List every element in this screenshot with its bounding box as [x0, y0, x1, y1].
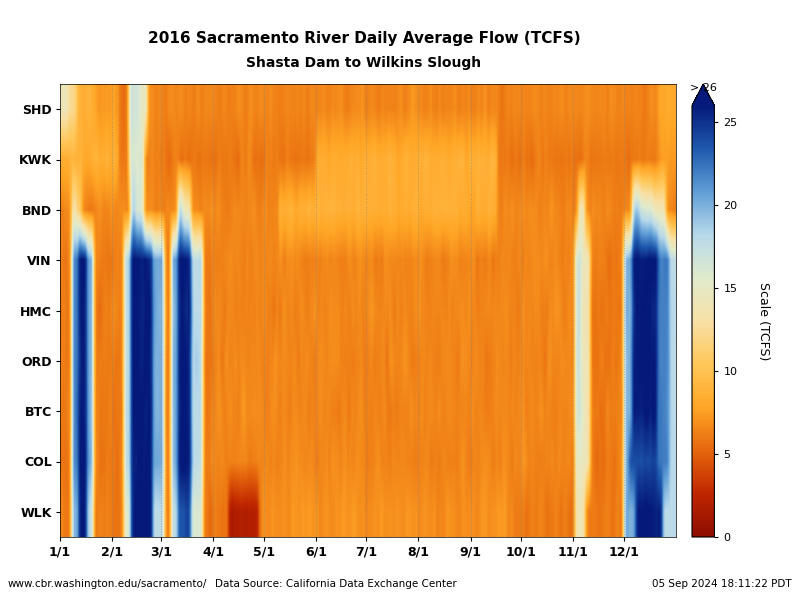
Text: > 26: > 26 — [690, 83, 717, 92]
Text: Data Source: California Data Exchange Center: Data Source: California Data Exchange Ce… — [215, 579, 457, 589]
Y-axis label: Scale (TCFS): Scale (TCFS) — [757, 282, 770, 361]
Text: 2016 Sacramento River Daily Average Flow (TCFS): 2016 Sacramento River Daily Average Flow… — [148, 31, 580, 46]
Text: Shasta Dam to Wilkins Slough: Shasta Dam to Wilkins Slough — [246, 56, 482, 70]
Text: 05 Sep 2024 18:11:22 PDT: 05 Sep 2024 18:11:22 PDT — [652, 579, 792, 589]
PathPatch shape — [692, 84, 714, 106]
Text: www.cbr.washington.edu/sacramento/: www.cbr.washington.edu/sacramento/ — [8, 579, 207, 589]
